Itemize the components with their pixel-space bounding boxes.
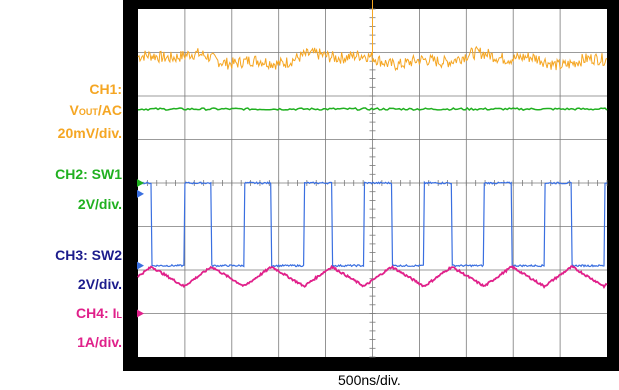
ch2-scale-label: 2V/div.	[77, 196, 122, 212]
ch1-scale: 20mV/div.	[57, 125, 122, 141]
ch3-trace	[137, 180, 608, 268]
ch4-trace	[137, 264, 608, 289]
ch3-ground-marker	[137, 189, 144, 198]
ch1-trace	[137, 45, 608, 72]
ch2-name-label: CH2: SW1	[55, 166, 122, 182]
ch2-trace	[137, 106, 608, 112]
ch3-scale-label: 2V/div.	[77, 276, 122, 292]
ch3-level-marker	[137, 261, 144, 270]
oscilloscope-frame	[123, 0, 619, 371]
ch1-signal: VOUT/AC	[69, 102, 122, 118]
ch1-label: CH1: VOUT/AC 20mV/div.	[58, 79, 122, 144]
ch4-scale-label: 1A/div.	[77, 334, 122, 350]
oscilloscope-screen	[137, 0, 608, 358]
timebase-label: 500ns/div.	[338, 372, 401, 388]
ch2-ground-marker	[137, 179, 144, 187]
ch4-name-label: CH4: IL	[76, 305, 122, 321]
ch3-name-label: CH3: SW2	[55, 247, 122, 263]
ch4-ground-marker	[137, 309, 144, 318]
ch1-name: CH1:	[89, 81, 122, 97]
